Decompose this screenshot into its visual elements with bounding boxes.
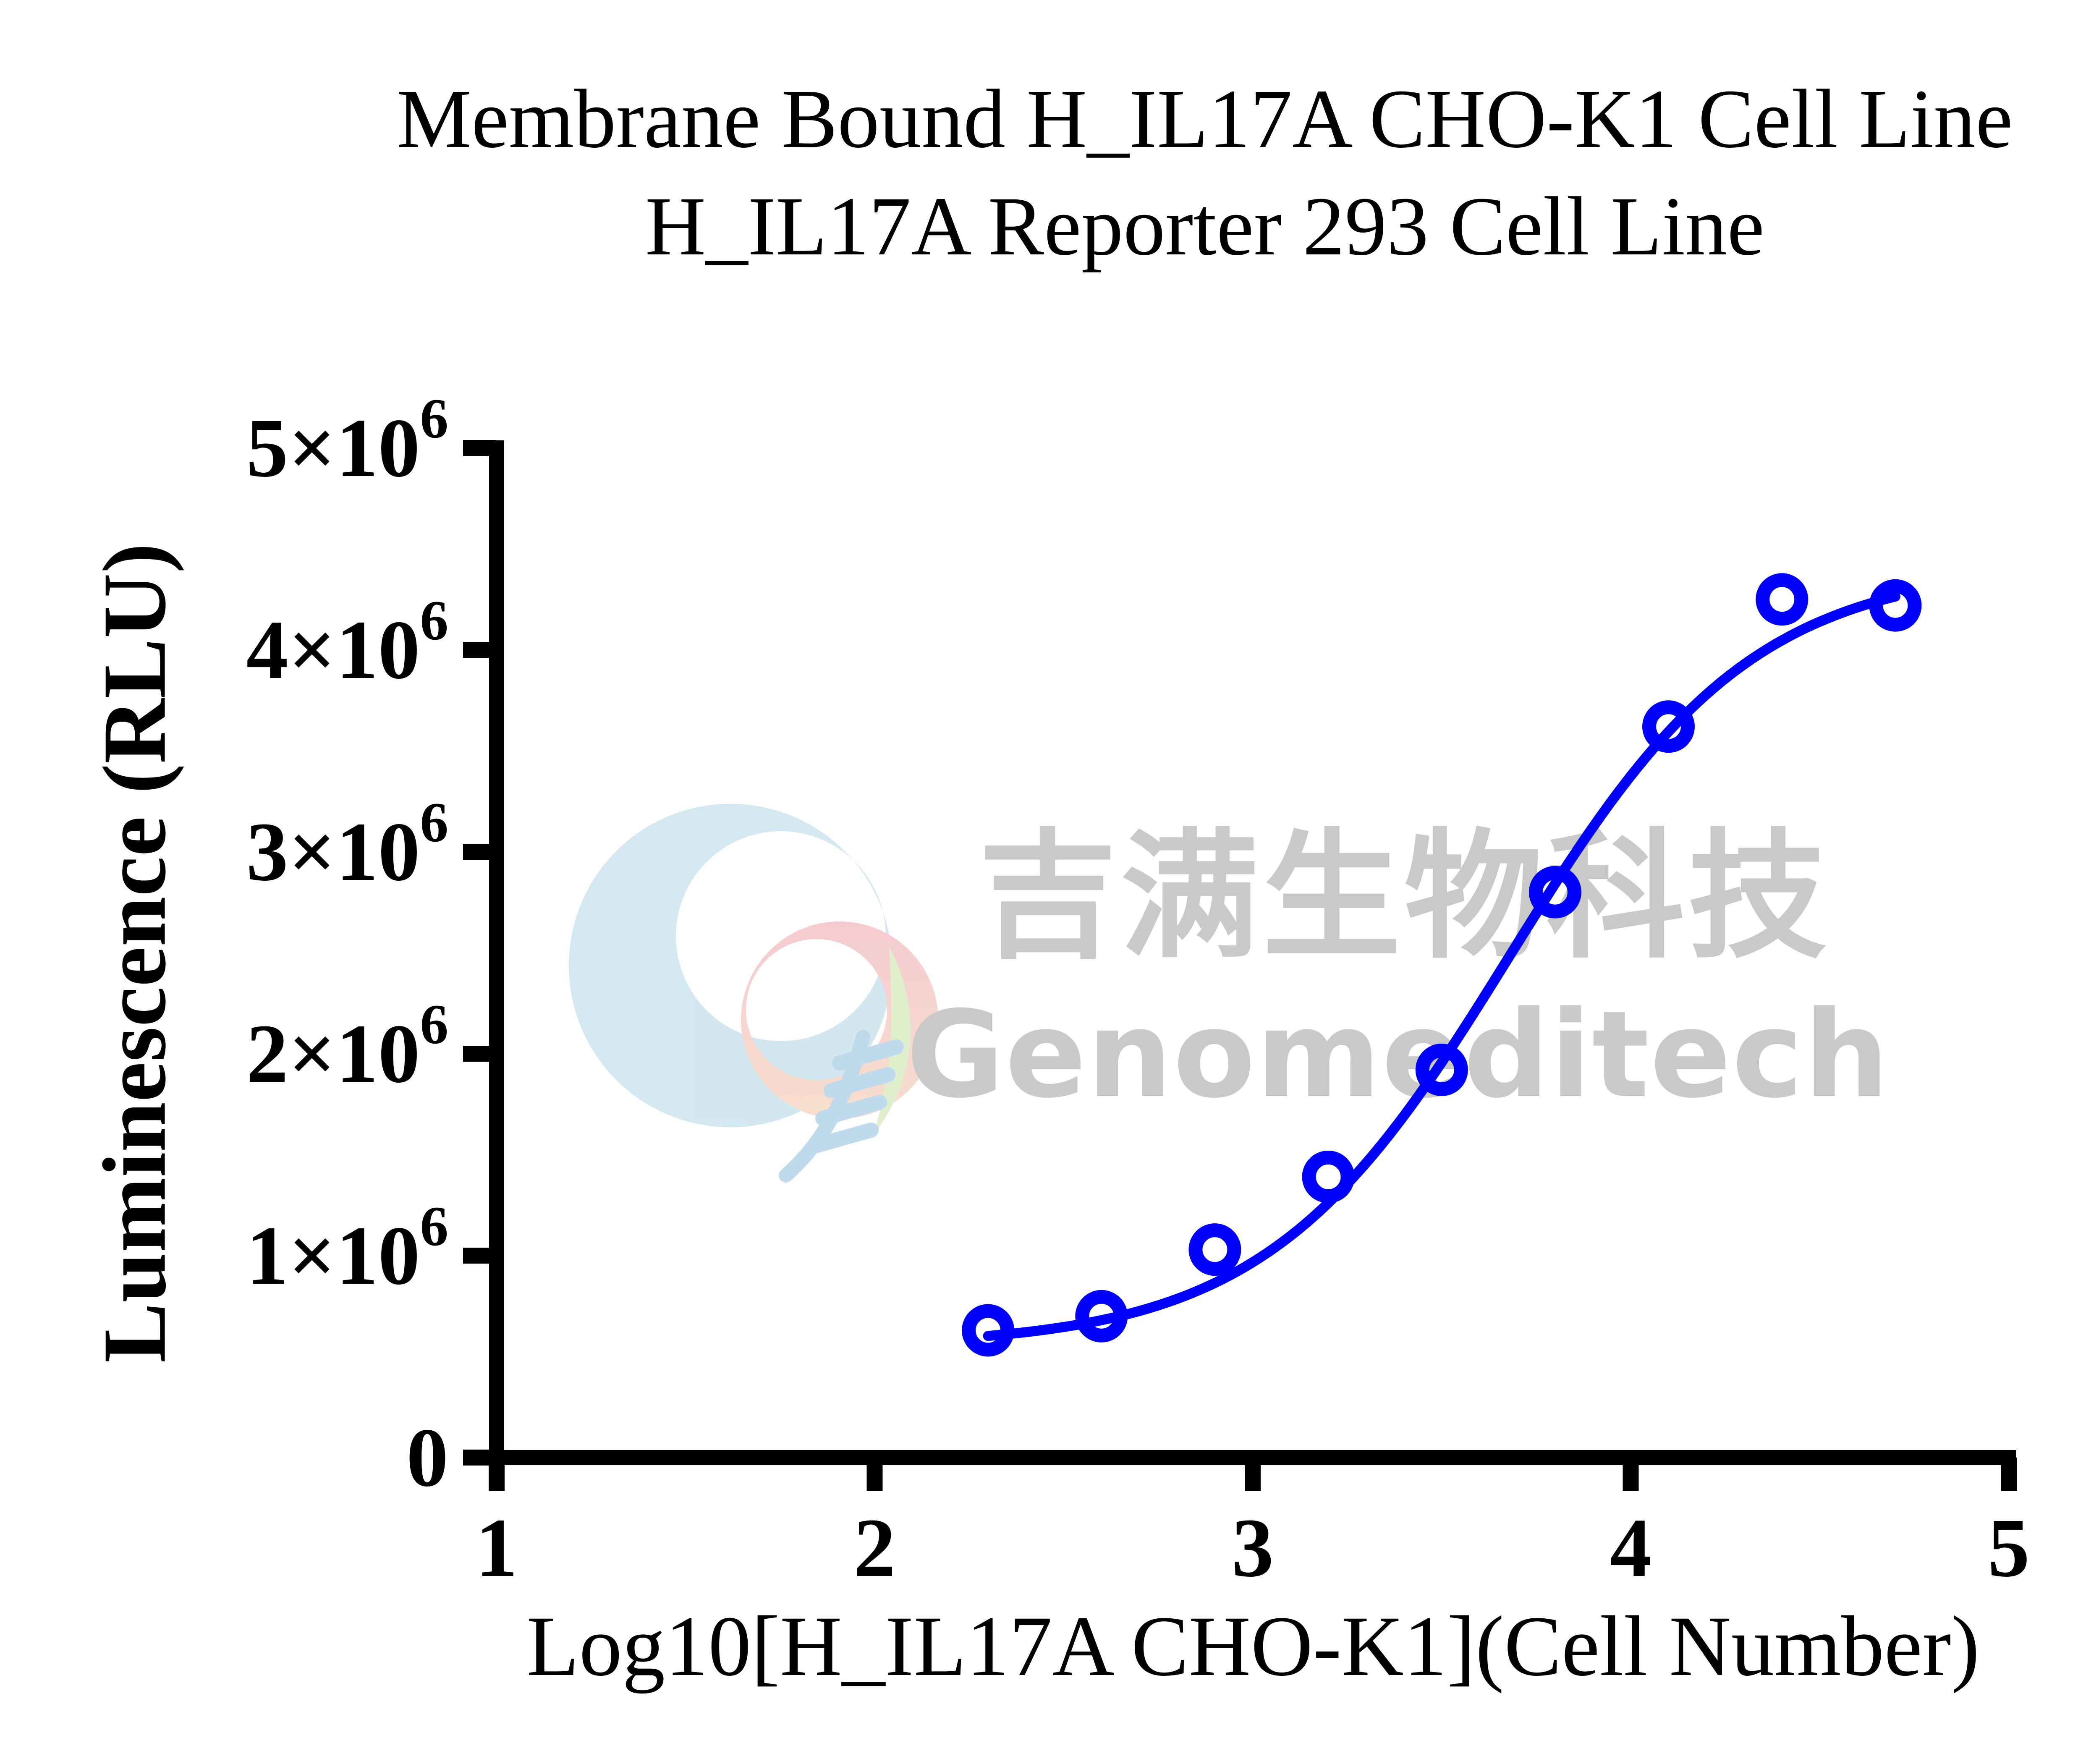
chart-title-line-1: Membrane Bound H_IL17A CHO-K1 Cell Line	[397, 73, 2013, 165]
genomeditech-logo-icon	[568, 803, 938, 1183]
y-tick-label: 1×106	[246, 1195, 448, 1302]
data-point	[1188, 1223, 1241, 1276]
data-point	[1302, 1150, 1355, 1203]
y-axis-title: Luminescence (RLU)	[84, 543, 185, 1363]
x-axis-ticks	[489, 1458, 2017, 1491]
x-tick-label: 3	[1232, 1502, 1274, 1594]
y-tick-label: 5×106	[246, 387, 448, 495]
fit-curve-group	[983, 591, 1900, 1341]
logo-blue-crescent	[568, 803, 892, 1128]
y-tick-labels: 0 1×106 2×106 3×106 4×106 5×106	[246, 387, 448, 1504]
y-tick-label: 3×106	[246, 791, 448, 898]
logo-dna-icon	[779, 1030, 904, 1183]
data-point	[1075, 1290, 1128, 1343]
y-tick-label: 2×106	[246, 993, 448, 1100]
x-tick-labels: 1 2 3 4 5	[476, 1502, 2030, 1594]
x-tick-label: 2	[854, 1502, 896, 1594]
x-tick-label: 1	[476, 1502, 518, 1594]
x-axis-title: Log10[H_IL17A CHO-K1](Cell Number)	[526, 1599, 1980, 1694]
fit-curve	[983, 591, 1900, 1341]
data-point	[1642, 700, 1695, 753]
axes: 0 1×106 2×106 3×106 4×106 5×106 1 2 3 4 5	[246, 387, 2030, 1595]
data-point	[1415, 1044, 1468, 1096]
chart-title-line-2: H_IL17A Reporter 293 Cell Line	[645, 180, 1764, 273]
data-point	[1528, 866, 1581, 919]
data-point	[1869, 579, 1922, 632]
watermark: 吉满生物科技 Genomeditech	[568, 803, 1890, 1183]
data-point	[962, 1304, 1015, 1357]
x-tick-label: 4	[1610, 1502, 1652, 1594]
y-tick-label: 0	[406, 1411, 448, 1504]
watermark-en-text: Genomeditech	[906, 985, 1890, 1125]
y-tick-label: 4×106	[246, 589, 448, 696]
watermark-cn-text: 吉满生物科技	[979, 816, 1830, 977]
x-tick-label: 5	[1988, 1502, 2030, 1594]
data-points-group	[962, 573, 1922, 1357]
data-point	[1756, 573, 1808, 626]
